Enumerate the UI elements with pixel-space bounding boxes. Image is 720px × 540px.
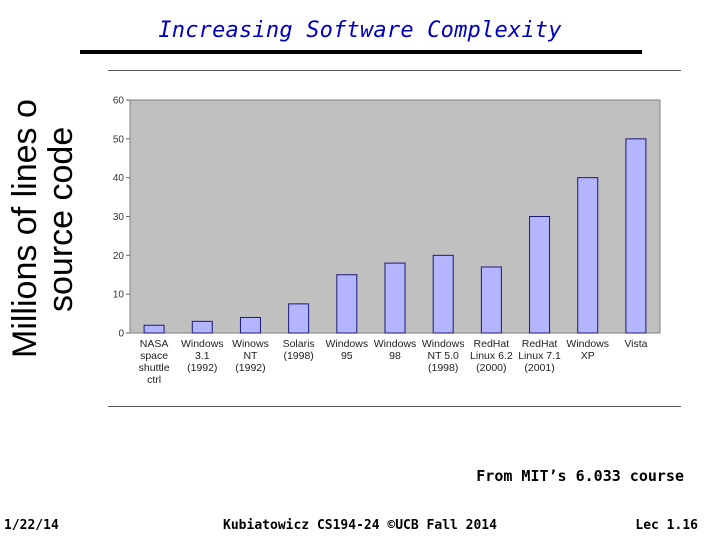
footer-lecture-number: Lec 1.16 xyxy=(635,518,698,533)
source-note: From MIT’s 6.033 course xyxy=(476,467,684,485)
bar xyxy=(384,262,406,334)
y-tick-label: 20 xyxy=(113,251,125,262)
x-tick-label: Solaris (1998) xyxy=(283,338,315,362)
bar xyxy=(577,177,599,334)
bar xyxy=(480,266,502,334)
x-tick-label: Vista xyxy=(624,338,647,350)
y-tick-label: 30 xyxy=(113,212,125,223)
y-axis-label-line-1: Millions of lines of xyxy=(6,100,44,358)
bar xyxy=(529,216,551,334)
y-axis-label-line-2: source code xyxy=(42,127,80,312)
chart-bottom-rule xyxy=(108,406,681,407)
bar xyxy=(336,274,358,334)
x-tick-label: NASA space shuttle ctrl xyxy=(139,338,170,386)
x-tick-label: Windows XP xyxy=(566,338,609,362)
y-tick-label: 50 xyxy=(113,134,125,145)
y-tick-label: 0 xyxy=(118,329,124,340)
bar xyxy=(239,316,261,334)
title-underline xyxy=(80,50,642,54)
y-tick-label: 10 xyxy=(113,290,125,301)
bar xyxy=(143,324,165,334)
x-tick-label: Winows NT (1992) xyxy=(232,338,269,374)
footer-date: 1/22/14 xyxy=(4,518,59,533)
slide-title: Increasing Software Complexity xyxy=(158,18,562,43)
bar-chart: 0 10 20 30 40 50 60 NASA space shuttle ctrl Windows… xyxy=(100,88,680,408)
bar xyxy=(191,320,213,334)
footer-course: Kubiatowicz CS194-24 ©UCB Fall 2014 xyxy=(223,518,497,533)
bar xyxy=(288,303,310,334)
x-tick-label: Windows 3.1 (1992) xyxy=(181,338,224,374)
bar xyxy=(625,138,647,334)
y-axis-label: Millions of lines of source code xyxy=(4,100,86,360)
y-tick-label: 60 xyxy=(113,96,125,107)
chart-top-rule xyxy=(108,70,681,71)
bar xyxy=(432,254,454,334)
x-tick-label: Windows 98 xyxy=(374,338,417,362)
x-tick-label: RedHat Linux 6.2 (2000) xyxy=(470,338,513,374)
x-tick-label: Windows NT 5.0 (1998) xyxy=(422,338,465,374)
x-tick-label: RedHat Linux 7.1 (2001) xyxy=(518,338,561,374)
x-tick-label: Windows 95 xyxy=(326,338,369,362)
y-tick-label: 40 xyxy=(113,173,125,184)
